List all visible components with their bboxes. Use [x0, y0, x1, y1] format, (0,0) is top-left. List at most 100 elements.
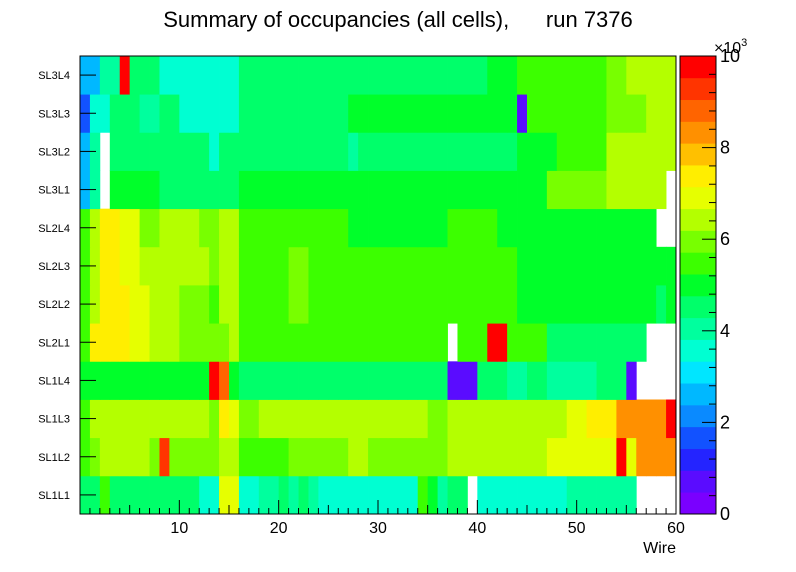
heatmap-cell [229, 399, 240, 439]
heatmap-cell [189, 437, 200, 477]
heatmap-cell [288, 361, 299, 400]
heatmap-cell [219, 132, 230, 171]
heatmap-cell [497, 208, 508, 248]
heatmap-cell [288, 132, 299, 171]
heatmap-cell [606, 246, 617, 286]
heatmap-cell [199, 170, 210, 210]
heatmap-cell [169, 208, 180, 248]
heatmap-cell [368, 475, 379, 515]
heatmap-cell [586, 361, 597, 400]
heatmap-cell [556, 246, 568, 286]
heatmap-cell [606, 285, 617, 324]
heatmap-cell [586, 399, 597, 439]
heatmap-cell [397, 475, 409, 515]
heatmap-cell [298, 399, 309, 439]
heatmap-cell [288, 208, 299, 248]
heatmap-cell [457, 56, 468, 95]
heatmap-cell [129, 246, 140, 286]
heatmap-cell [596, 56, 607, 95]
heatmap-cell [149, 170, 160, 210]
heatmap-cell [219, 246, 230, 286]
heatmap-cell [258, 56, 270, 95]
heatmap-cell [437, 94, 448, 133]
heatmap-cell [417, 475, 429, 515]
heatmap-cell [139, 361, 150, 400]
heatmap-cell [616, 56, 627, 95]
heatmap-cell [606, 94, 617, 133]
heatmap-cell [656, 56, 667, 95]
heatmap-cell [338, 475, 349, 515]
heatmap-cell [576, 475, 587, 515]
palette-tick-label: 10 [720, 46, 740, 66]
heatmap-cell [397, 323, 409, 362]
heatmap-cell [189, 285, 200, 324]
heatmap-cell [278, 323, 289, 362]
heatmap-cell [119, 132, 131, 171]
heatmap-cell [656, 285, 667, 324]
palette-swatch [680, 186, 716, 210]
heatmap-cell [407, 208, 419, 248]
x-tick-label: 10 [170, 520, 188, 537]
heatmap-cell [666, 56, 677, 95]
heatmap-cell [308, 323, 319, 362]
heatmap-cell [109, 437, 121, 477]
heatmap-cell [248, 246, 260, 286]
heatmap-cell [199, 246, 210, 286]
heatmap-cell [536, 246, 548, 286]
heatmap-cell [616, 437, 627, 477]
heatmap-cell [427, 437, 438, 477]
heatmap-cell [397, 208, 409, 248]
x-tick-label: 30 [369, 520, 387, 537]
heatmap-cell [487, 132, 498, 171]
heatmap-cell [268, 208, 280, 248]
heatmap-cell [278, 475, 289, 515]
heatmap-cell [288, 475, 299, 515]
heatmap-cell [358, 399, 369, 439]
heatmap-cell [338, 170, 349, 210]
heatmap-cell [546, 475, 558, 515]
heatmap-cell [298, 475, 309, 515]
heatmap-cell [546, 170, 558, 210]
heatmap-cell [626, 246, 637, 286]
heatmap-cell [139, 285, 150, 324]
heatmap-cell [109, 56, 121, 95]
palette-tick-label: 6 [720, 229, 730, 249]
heatmap-cell [527, 285, 538, 324]
heatmap-cell [546, 208, 558, 248]
palette-exponent-label: ×103 [714, 37, 747, 57]
heatmap-cell [407, 285, 419, 324]
heatmap-cell [576, 285, 587, 324]
heatmap-cell [487, 94, 498, 133]
heatmap-cell [378, 132, 389, 171]
heatmap-cell [109, 94, 121, 133]
heatmap-cell [209, 132, 220, 171]
x-axis: 10 20 30 40 50 60 [89, 500, 685, 537]
heatmap-cell [149, 246, 160, 286]
heatmap-cell [387, 475, 399, 515]
heatmap-cell [646, 170, 657, 210]
heatmap-cell [358, 56, 369, 95]
heatmap-cell [546, 56, 558, 95]
heatmap-cell [209, 208, 220, 248]
heatmap-cell [109, 323, 121, 362]
heatmap-cell [189, 170, 200, 210]
heatmap-cell [159, 170, 170, 210]
heatmap-cell [348, 475, 359, 515]
y-tick-label: SL1L1 [38, 490, 70, 502]
heatmap-cell [487, 437, 498, 477]
heatmap-cell [119, 323, 131, 362]
heatmap-cell [199, 208, 210, 248]
y-tick-label: SL2L4 [38, 223, 70, 235]
heatmap-cell [437, 323, 448, 362]
heatmap-cell [387, 399, 399, 439]
heatmap-cell [229, 56, 240, 95]
heatmap-cell [527, 323, 538, 362]
heatmap-cell [616, 208, 627, 248]
heatmap-cell [248, 208, 260, 248]
heatmap-cell [467, 246, 478, 286]
heatmap-cell [397, 170, 409, 210]
heatmap-cell [507, 437, 518, 477]
heatmap-cell [348, 323, 359, 362]
heatmap-cell [368, 399, 379, 439]
